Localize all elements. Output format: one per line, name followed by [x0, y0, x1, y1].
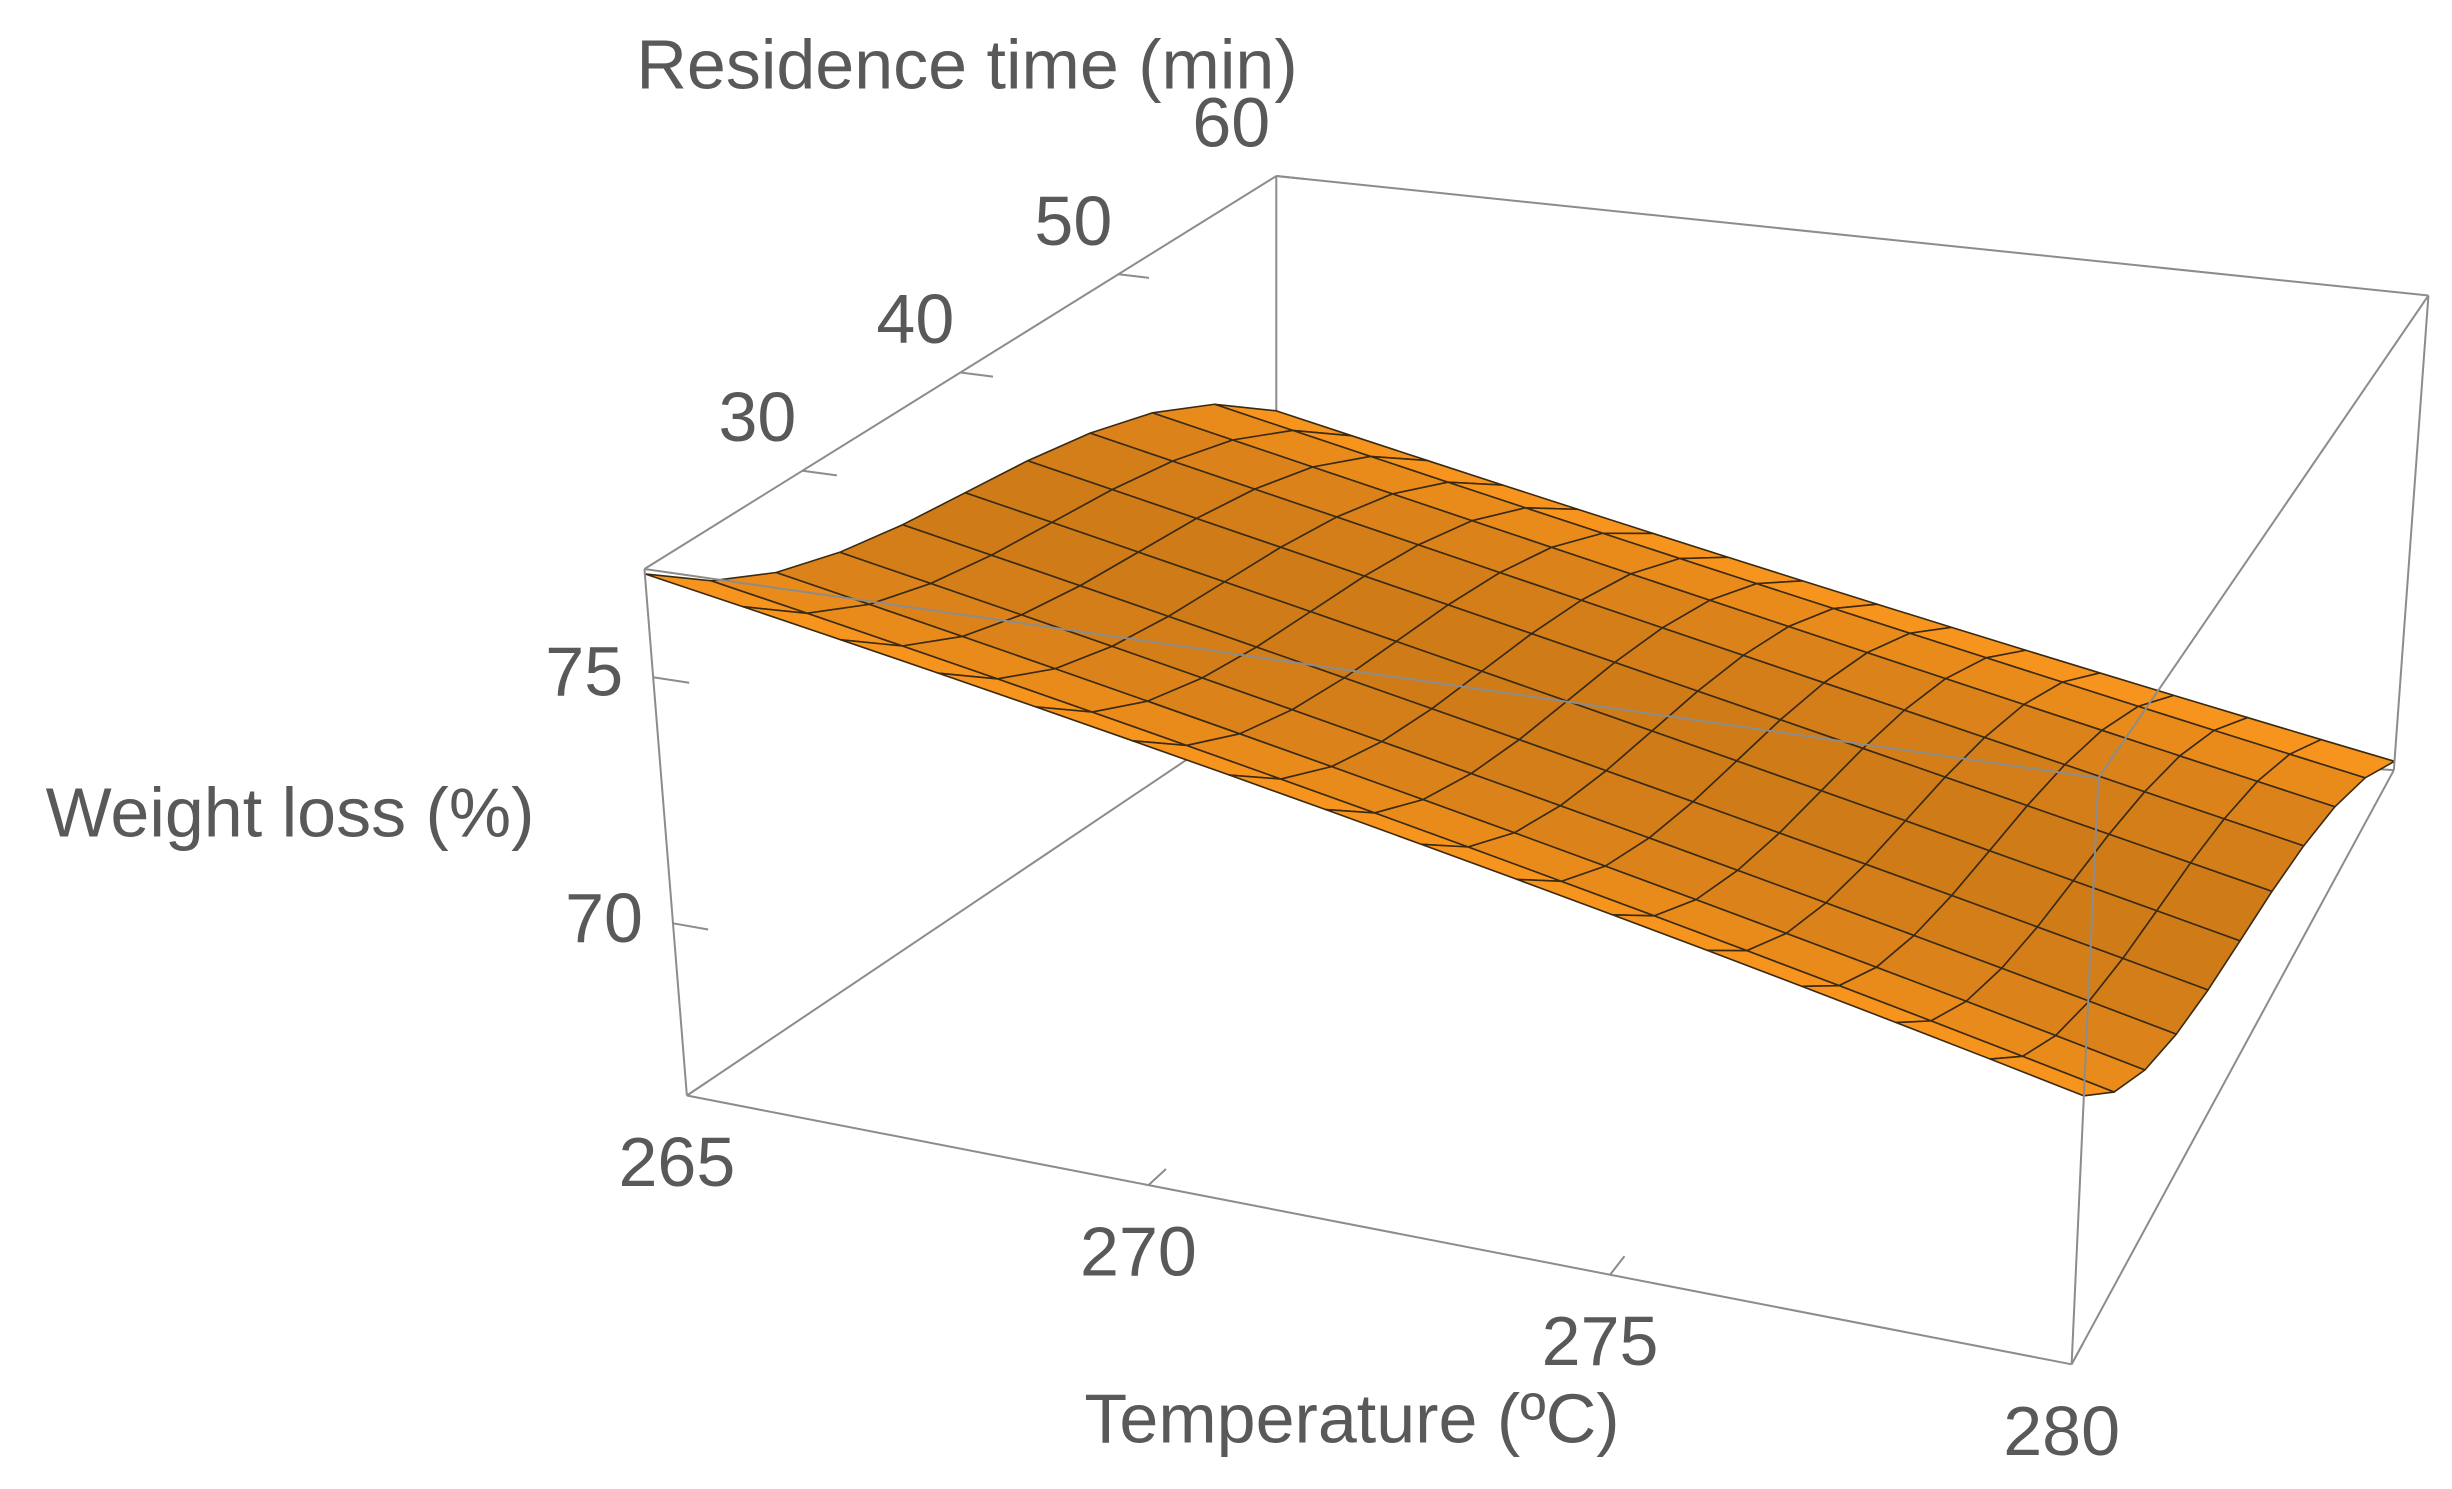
y-tick	[802, 469, 837, 477]
x-tick	[1609, 1255, 1626, 1276]
y-tick	[1118, 273, 1150, 279]
z-tick	[653, 676, 690, 684]
z-tick-label: 75	[545, 633, 623, 711]
y-tick	[1276, 175, 1306, 181]
box-edge	[2070, 777, 2100, 1365]
surface	[644, 403, 2396, 1097]
y-tick	[960, 371, 994, 378]
box-edge	[686, 1094, 2072, 1366]
z-tick	[672, 922, 709, 931]
y-tick-label: 40	[876, 280, 954, 358]
y-tick-label: 50	[1034, 182, 1112, 260]
x-tick-label: 280	[2003, 1392, 2120, 1470]
box-front: 265 270 275 280 30 40 50 60 70 75	[545, 84, 2430, 1470]
box-edge	[2097, 294, 2430, 779]
box-edge	[686, 698, 1277, 1097]
box-edge	[2392, 295, 2430, 771]
box-edge	[643, 568, 688, 1096]
box-edge	[1276, 175, 2429, 297]
x-tick-label: 270	[1080, 1213, 1197, 1291]
y-tick-label: 60	[1192, 84, 1270, 162]
z-axis-label: Weight loss (%)	[46, 773, 535, 851]
x-axis-label: Temperature (ºC)	[1084, 1379, 1619, 1457]
surface-patch	[1989, 1055, 2115, 1097]
x-tick	[2070, 1343, 2084, 1365]
y-axis-label: Residence time (min)	[636, 25, 1297, 103]
z-tick-label: 70	[565, 879, 643, 957]
box-edge	[2070, 769, 2395, 1365]
box-edge	[644, 567, 2099, 780]
x-tick-label: 275	[1542, 1302, 1659, 1380]
y-tick-label: 30	[718, 378, 796, 456]
x-tick	[1147, 1168, 1167, 1186]
x-tick	[686, 1080, 709, 1097]
x-tick-label: 265	[618, 1123, 735, 1201]
